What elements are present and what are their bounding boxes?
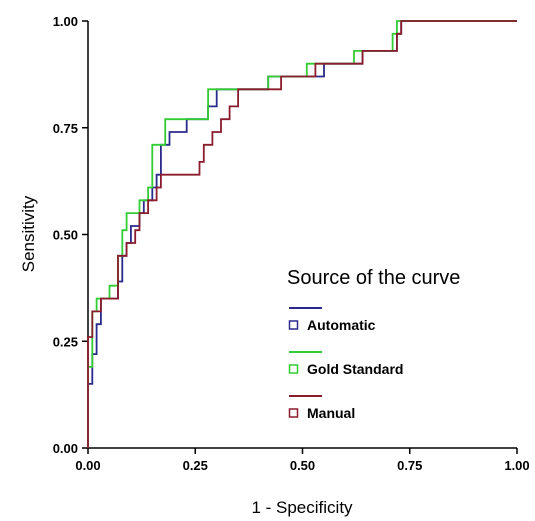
legend-label: Manual <box>307 405 355 421</box>
series-line-manual <box>87 20 517 448</box>
x-tick-label: 0.50 <box>290 458 315 473</box>
y-tick-label: 0.25 <box>53 334 78 349</box>
legend-title: Source of the curve <box>287 267 460 289</box>
legend-label: Automatic <box>307 317 376 333</box>
legend-items: Automatic Gold Standard Manual <box>288 307 403 421</box>
x-tick-label: 0.25 <box>183 458 208 473</box>
series-lines <box>87 20 517 448</box>
y-axis-title: Sensitivity <box>19 195 38 272</box>
legend-marker <box>288 320 299 330</box>
y-tick-label: 0.50 <box>53 228 78 243</box>
legend-label: Gold Standard <box>307 361 403 377</box>
series-line-automatic <box>87 20 517 448</box>
series-line-gold-standard <box>87 20 517 448</box>
y-tick-label: 0.75 <box>53 121 78 136</box>
axis-ticks: 0.00 0.25 0.50 0.75 1.00 0.00 0.25 0.50 0.75 1.00 <box>53 14 530 473</box>
legend-marker <box>288 364 299 374</box>
x-tick-label: 0.00 <box>75 458 100 473</box>
y-tick-label: 1.00 <box>53 14 78 29</box>
x-tick-label: 1.00 <box>504 458 529 473</box>
x-axis-title: 1 - Specificity <box>251 498 353 517</box>
legend-marker <box>288 408 299 418</box>
legend: Source of the curve Automatic Gold Standa… <box>287 267 460 421</box>
x-tick-label: 0.75 <box>397 458 422 473</box>
y-tick-label: 0.00 <box>53 441 78 456</box>
